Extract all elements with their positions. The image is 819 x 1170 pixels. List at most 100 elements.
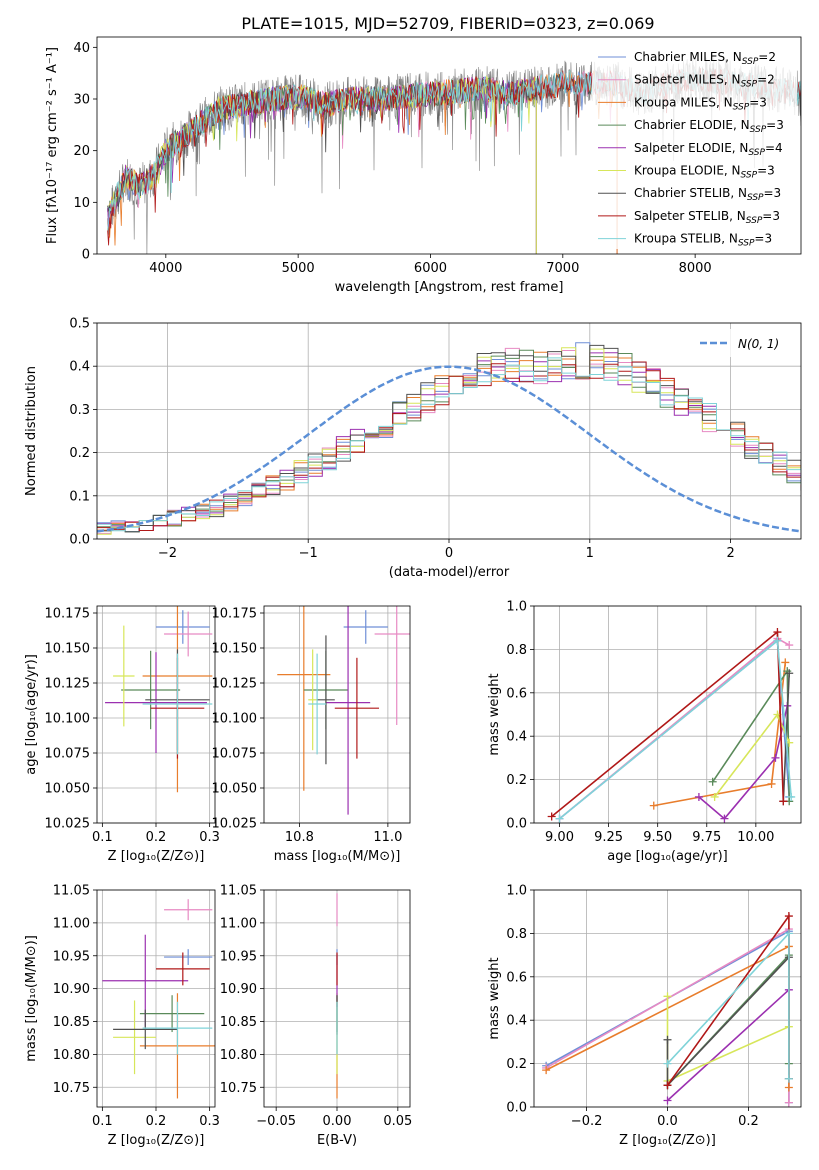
weight-marker xyxy=(547,812,556,821)
y-tick-label: 0.8 xyxy=(506,643,527,658)
weight-marker xyxy=(784,912,793,921)
y-tick-label: 0.6 xyxy=(506,970,527,985)
legend-label: Kroupa STELIB, NSSP=3 xyxy=(634,232,772,249)
weight-marker xyxy=(781,658,790,667)
weight-marker xyxy=(663,1035,672,1044)
weight-marker xyxy=(787,792,796,801)
plot-area xyxy=(97,342,801,535)
x-tick-label: 0.2 xyxy=(146,830,167,845)
weight-marker xyxy=(784,1098,793,1107)
y-tick-label: 10.175 xyxy=(212,607,258,622)
y-tick-label: 0.0 xyxy=(506,1101,527,1116)
x-tick-label: 9.50 xyxy=(643,830,672,845)
legend-suffix: =4 xyxy=(765,141,783,155)
weight-marker xyxy=(663,1096,672,1105)
y-tick-label: 10.150 xyxy=(212,642,258,657)
y-tick-label: 10.75 xyxy=(53,1081,90,1096)
x-tick-label: 4000 xyxy=(149,261,182,276)
weight-marker xyxy=(555,814,564,823)
axes-frame xyxy=(533,605,802,824)
legend-subscript: SSP xyxy=(747,193,764,203)
panel-residuals: −2 −1 0 1 2 0.0 0.1 0.2 0.3 0.4 0.5 (data-model)/er… xyxy=(24,317,802,580)
panel-mass-vs-Z: 0.1 0.2 0.3 10.75 10.80 10.85 10.90 10.95 11.00 1… xyxy=(24,884,220,1149)
y-tick-label: 0.1 xyxy=(69,489,90,504)
y-tick-label: 30 xyxy=(73,93,90,108)
panel-weight-vs-Z: −0.2 0.0 0.2 0.0 0.2 0.4 0.6 0.8 1.0 Z [log₁₀(Z/Z… xyxy=(487,884,802,1148)
x-tick-label: 0.2 xyxy=(146,1114,167,1129)
y-tick-label: 10.125 xyxy=(45,677,91,692)
legend-subscript: SSP xyxy=(750,125,767,135)
plot-area xyxy=(547,628,796,823)
y-tick-label: 0.4 xyxy=(506,1014,527,1029)
legend-label: Salpeter MILES, NSSP=2 xyxy=(634,73,775,90)
x-axis-label: (data-model)/error xyxy=(389,565,510,580)
x-tick-label: 0.3 xyxy=(199,1114,220,1129)
y-tick-label: 20 xyxy=(73,144,90,159)
axes-frame xyxy=(263,605,411,824)
axes-frame xyxy=(533,889,802,1108)
x-tick-label: 7000 xyxy=(546,261,579,276)
legend-name: Chabrier STELIB, N xyxy=(634,186,747,200)
weight-marker xyxy=(663,1059,672,1068)
y-tick-label: 10.050 xyxy=(212,782,258,797)
y-tick-label: 11.00 xyxy=(53,916,90,931)
data-point xyxy=(156,952,210,986)
figure-title: PLATE=1015, MJD=52709, FIBERID=0323, z=0… xyxy=(241,14,654,33)
y-tick-label: 0 xyxy=(82,248,90,263)
y-tick-label: 10.150 xyxy=(45,642,91,657)
legend-name: Kroupa STELIB, N xyxy=(634,232,738,246)
legend-subscript: SSP xyxy=(741,80,758,90)
data-point xyxy=(308,649,318,751)
x-tick-label: 2 xyxy=(726,546,734,561)
weight-marker xyxy=(663,1081,672,1090)
x-tick-label: 0.1 xyxy=(92,1114,113,1129)
x-axis-label: mass [log₁₀(M/M⊙)] xyxy=(274,849,401,864)
legend-name: Kroupa MILES, N xyxy=(634,95,733,109)
x-tick-label: 1 xyxy=(586,546,594,561)
y-tick-label: 10 xyxy=(73,196,90,211)
weight-marker xyxy=(784,929,793,938)
weight-marker xyxy=(542,1066,551,1075)
y-tick-label: 10.050 xyxy=(45,782,91,797)
y-tick-label: 10.80 xyxy=(220,1048,257,1063)
legend-suffix: =3 xyxy=(757,164,775,178)
y-tick-label: 0.4 xyxy=(506,730,527,745)
y-tick-label: 10.90 xyxy=(53,982,90,997)
legend-subscript: SSP xyxy=(741,171,758,181)
y-tick-label: 10.85 xyxy=(53,1015,90,1030)
x-axis-label: Z [log₁₀(Z/Z⊙)] xyxy=(108,849,205,864)
legend-label: Salpeter STELIB, NSSP=3 xyxy=(634,209,780,226)
legend-label: Kroupa MILES, NSSP=3 xyxy=(634,95,767,112)
weight-marker xyxy=(708,777,717,786)
legend-name: Kroupa ELODIE, N xyxy=(634,164,741,178)
y-tick-label: 10.125 xyxy=(212,677,258,692)
y-tick-label: 10.90 xyxy=(220,982,257,997)
legend-name: Salpeter ELODIE, N xyxy=(634,141,748,155)
x-tick-label: 11.0 xyxy=(373,830,402,845)
legend-label: Chabrier STELIB, NSSP=3 xyxy=(634,186,781,203)
data-point xyxy=(113,1000,156,1075)
plot-area xyxy=(277,606,410,815)
y-tick-label: 0.0 xyxy=(506,817,527,832)
x-tick-label: 0.1 xyxy=(92,830,113,845)
weight-marker xyxy=(773,628,782,637)
y-tick-label: 10.95 xyxy=(53,949,90,964)
residual-histogram xyxy=(97,357,801,532)
data-point xyxy=(113,1009,178,1050)
x-tick-label: 0.2 xyxy=(738,1114,759,1129)
y-tick-label: 40 xyxy=(73,41,90,56)
legend-name: Chabrier ELODIE, N xyxy=(634,118,750,132)
data-point xyxy=(343,610,388,644)
panel-age-vs-Z: 0.1 0.2 0.3 10.025 10.050 10.075 10.100 10.125 1… xyxy=(24,605,220,864)
x-tick-label: 10.00 xyxy=(737,830,774,845)
panel-spectrum: 4000 5000 6000 7000 8000 0 10 20 30 40 wavelength … xyxy=(45,36,802,295)
legend-suffix: =3 xyxy=(764,186,782,200)
panel-mass-vs-EBV: −0.05 0.00 0.05 10.75 10.80 10.85 10.90 10.95 11… xyxy=(220,884,413,1149)
panel-weight-vs-age: 9.00 9.25 9.50 9.75 10.00 0.0 0.2 0.4 0.6 0.8 1.0 a… xyxy=(487,600,802,864)
y-tick-label: 10.075 xyxy=(45,747,91,762)
weight-line xyxy=(558,639,792,820)
x-tick-label: −0.2 xyxy=(571,1114,603,1129)
weight-marker xyxy=(784,1083,793,1092)
